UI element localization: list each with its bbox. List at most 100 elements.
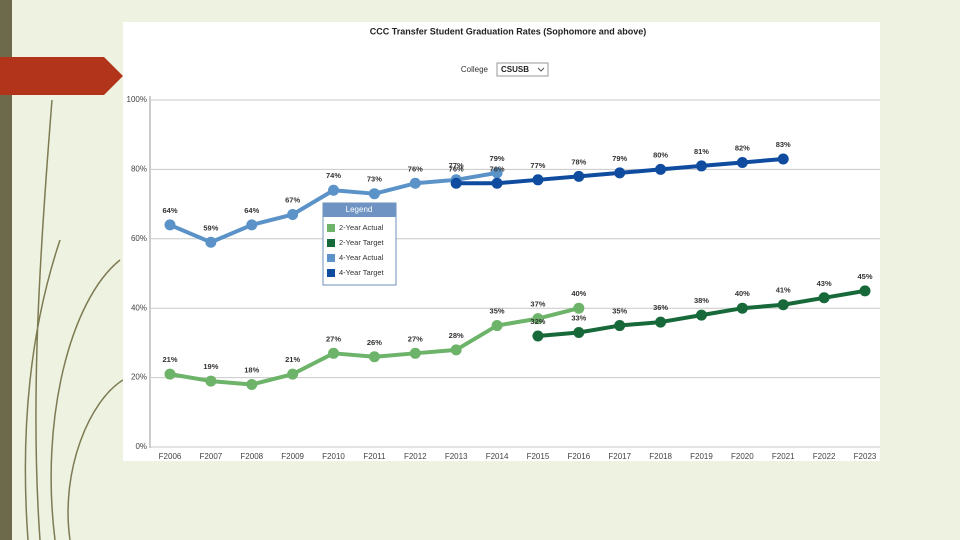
data-point <box>695 160 707 172</box>
data-label: 78% <box>571 157 586 166</box>
x-tick-label: F2013 <box>445 452 468 461</box>
data-label: 79% <box>612 154 627 163</box>
data-point <box>287 209 299 221</box>
data-point <box>409 177 421 189</box>
data-point <box>328 347 340 359</box>
legend-label: 2-Year Actual <box>339 223 384 232</box>
data-label: 82% <box>735 143 750 152</box>
data-point <box>777 153 789 165</box>
data-label: 27% <box>408 334 423 343</box>
data-point <box>246 219 258 231</box>
data-label: 80% <box>653 150 668 159</box>
data-label: 43% <box>817 279 832 288</box>
x-tick-label: F2012 <box>404 452 427 461</box>
y-tick-label: 80% <box>131 165 147 174</box>
x-tick-label: F2011 <box>363 452 386 461</box>
data-label: 79% <box>490 154 505 163</box>
data-label: 38% <box>694 296 709 305</box>
data-label: 74% <box>326 171 341 180</box>
chart-title: CCC Transfer Student Graduation Rates (S… <box>370 26 647 36</box>
data-point <box>368 351 380 363</box>
decor-curves <box>24 99 124 540</box>
data-label: 64% <box>162 206 177 215</box>
legend-label: 4-Year Target <box>339 268 385 277</box>
data-point <box>491 167 503 179</box>
x-tick-label: F2022 <box>813 452 836 461</box>
data-label: 40% <box>735 289 750 298</box>
x-tick-label: F2010 <box>322 452 345 461</box>
x-tick-label: F2020 <box>731 452 754 461</box>
x-tick-label: F2009 <box>281 452 304 461</box>
y-tick-label: 60% <box>131 234 147 243</box>
legend-swatch <box>327 224 335 232</box>
y-tick-label: 100% <box>127 95 147 104</box>
legend-title: Legend <box>346 205 373 214</box>
data-label: 76% <box>449 164 464 173</box>
data-point <box>655 316 667 328</box>
data-point <box>409 347 421 359</box>
data-point <box>491 320 503 332</box>
data-label: 28% <box>449 331 464 340</box>
data-point <box>164 368 176 380</box>
data-label: 73% <box>367 175 382 184</box>
legend: Legend 2-Year Actual 2-Year Target 4-Year A… <box>322 202 397 286</box>
data-label: 45% <box>857 272 872 281</box>
filter-label: College <box>461 65 489 74</box>
data-point <box>532 174 544 186</box>
data-label: 59% <box>203 223 218 232</box>
data-point <box>328 184 340 196</box>
data-point <box>573 302 585 314</box>
x-tick-label: F2016 <box>567 452 590 461</box>
data-label: 41% <box>776 286 791 295</box>
data-label: 27% <box>326 334 341 343</box>
y-tick-label: 40% <box>131 303 147 312</box>
data-point <box>532 313 544 325</box>
data-point <box>246 379 258 391</box>
arrow <box>0 57 123 95</box>
data-label: 81% <box>694 147 709 156</box>
data-label: 26% <box>367 338 382 347</box>
data-point <box>736 302 748 314</box>
x-tick-label: F2021 <box>772 452 795 461</box>
data-point <box>777 299 789 311</box>
x-tick-label: F2017 <box>608 452 631 461</box>
data-point <box>573 326 585 338</box>
filter-dropdown[interactable] <box>496 62 549 77</box>
x-tick-label: F2014 <box>486 452 509 461</box>
y-tick-label: 20% <box>131 373 147 382</box>
x-tick-label: F2018 <box>649 452 672 461</box>
data-point <box>450 177 462 189</box>
data-point <box>491 177 503 189</box>
data-point <box>859 285 871 297</box>
data-point <box>736 156 748 168</box>
legend-swatch <box>327 239 335 247</box>
data-label: 36% <box>653 303 668 312</box>
legend-swatch <box>327 254 335 262</box>
data-label: 21% <box>285 355 300 364</box>
legend-label: 4-Year Actual <box>339 253 384 262</box>
data-label: 33% <box>571 313 586 322</box>
data-point <box>614 320 626 332</box>
data-point <box>450 344 462 356</box>
data-label: 21% <box>162 355 177 364</box>
data-point <box>287 368 299 380</box>
data-label: 76% <box>408 164 423 173</box>
data-label: 67% <box>285 195 300 204</box>
data-label: 37% <box>530 300 545 309</box>
side-bar <box>0 0 12 540</box>
data-point <box>695 309 707 321</box>
data-label: 64% <box>244 206 259 215</box>
dropdown-caret <box>537 67 545 72</box>
data-point <box>655 163 667 175</box>
x-tick-label: F2019 <box>690 452 713 461</box>
data-label: 40% <box>571 289 586 298</box>
legend-header <box>323 203 396 217</box>
data-label: 77% <box>530 161 545 170</box>
data-label: 77% <box>449 161 464 170</box>
data-label: 83% <box>776 140 791 149</box>
legend-label: 2-Year Target <box>339 238 385 247</box>
data-point <box>368 188 380 200</box>
x-tick-label: F2008 <box>240 452 263 461</box>
